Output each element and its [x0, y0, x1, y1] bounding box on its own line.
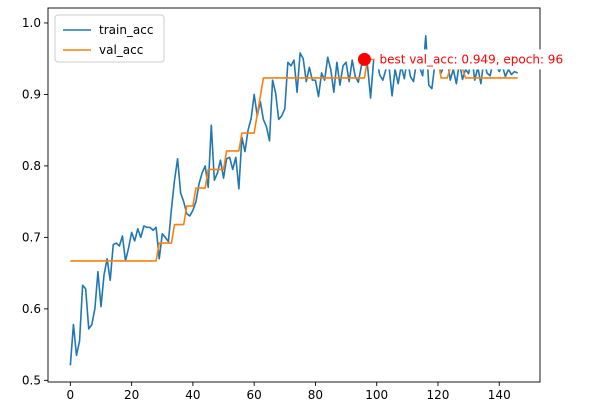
y-tick-label: 0.6	[22, 302, 41, 316]
best-val-acc-marker	[357, 52, 371, 66]
series-line-train-acc	[69, 35, 518, 366]
ticks-layer: 0 20 40 60 80 100 120 140 0.5 0.6 0.7 0.8 0.9 1.0	[22, 16, 511, 402]
y-tick-label: 0.9	[22, 87, 41, 101]
plot-frame	[47, 7, 541, 383]
x-tick-label: 20	[124, 388, 139, 402]
x-tick-label: 100	[365, 388, 388, 402]
x-tick-label: 120	[427, 388, 450, 402]
y-tick-label: 0.5	[22, 373, 41, 387]
legend: train_acc val_acc	[54, 14, 165, 63]
y-tick-label: 0.8	[22, 159, 41, 173]
y-tick-label: 0.7	[22, 230, 41, 244]
legend-label-val-acc: val_acc	[99, 43, 143, 57]
legend-label-train-acc: train_acc	[99, 23, 153, 37]
x-tick-label: 140	[488, 388, 511, 402]
x-tick-label: 80	[308, 388, 323, 402]
best-val-acc-label: best val_acc: 0.949, epoch: 96	[379, 52, 563, 66]
x-tick-label: 0	[67, 388, 75, 402]
series-layer	[69, 35, 518, 366]
best-val-acc-label-bg	[374, 49, 569, 70]
y-tick-label: 1.0	[22, 16, 41, 30]
x-tick-label: 40	[185, 388, 200, 402]
axes-layer	[47, 7, 541, 383]
x-tick-label: 60	[247, 388, 262, 402]
highlight-layer: best val_acc: 0.949, epoch: 96	[357, 49, 569, 70]
